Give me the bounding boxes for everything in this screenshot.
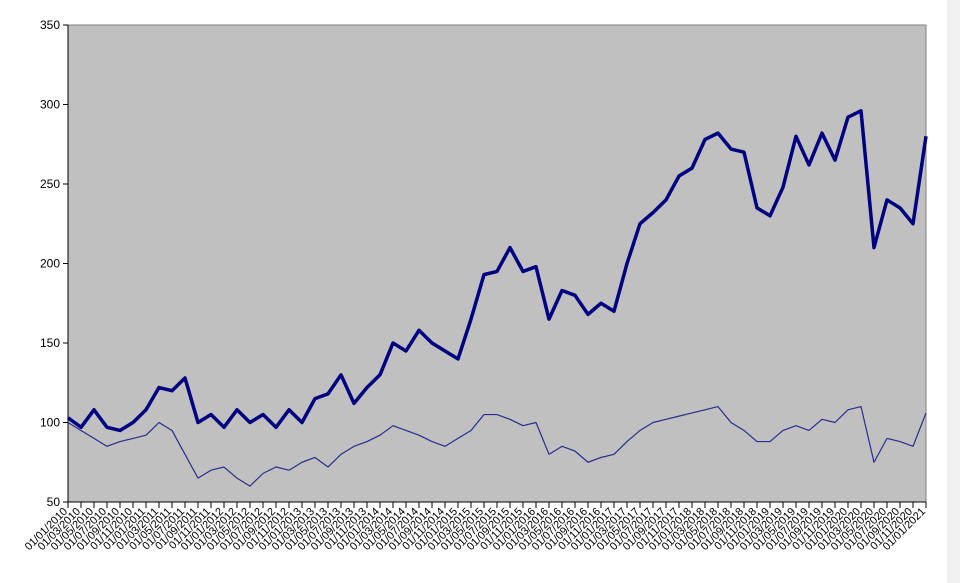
y-tick-label: 250	[40, 177, 60, 191]
side-strip	[947, 0, 960, 583]
y-tick-label: 350	[40, 18, 60, 32]
y-tick-label: 150	[40, 336, 60, 350]
y-tick-label: 300	[40, 98, 60, 112]
y-tick-label: 100	[40, 416, 60, 430]
y-tick-label: 200	[40, 257, 60, 271]
line-series	[66, 109, 928, 433]
plot-area	[67, 24, 927, 503]
line-series	[67, 406, 927, 487]
y-tick-label: 50	[47, 495, 61, 509]
